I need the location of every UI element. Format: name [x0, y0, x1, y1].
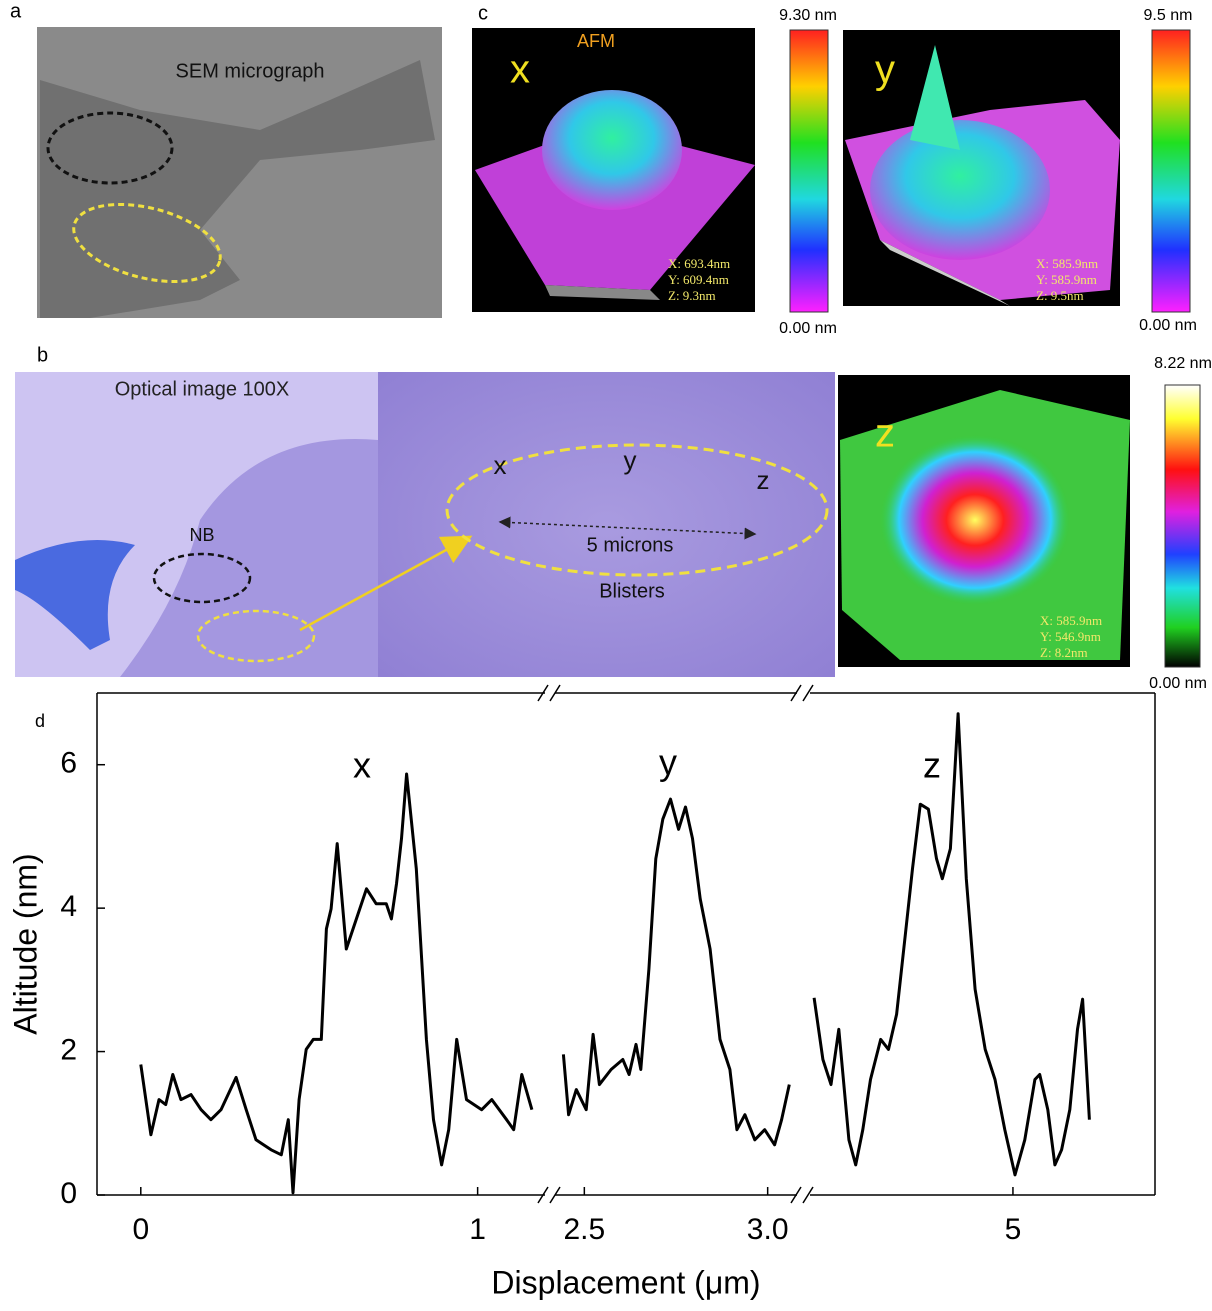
axis-break	[549, 1186, 561, 1204]
panel-label: b	[37, 344, 48, 366]
profile-line	[812, 712, 1091, 1177]
x-tick-label: 5	[1005, 1213, 1022, 1246]
point-label: x	[494, 450, 507, 480]
zoom-arrow	[299, 535, 473, 632]
point-label: z	[757, 465, 770, 495]
panel-label: a	[10, 0, 22, 22]
afm-info: Y: 546.9nm	[1040, 629, 1101, 644]
color-bar	[789, 29, 829, 313]
region-nb	[46, 111, 174, 185]
region-label: NB	[189, 525, 214, 545]
scale-max: 8.22 nm	[1154, 355, 1212, 372]
scale-max: 9.5 nm	[1144, 7, 1193, 24]
optical-title: Optical image 100X	[115, 378, 290, 400]
x-tick-label: 0	[132, 1213, 149, 1246]
afm-bump	[542, 90, 682, 210]
afm-info: Z: 9.5nm	[1036, 288, 1084, 303]
afm-base	[880, 240, 1010, 306]
afm-bump	[870, 120, 1050, 260]
y-tick-label: 4	[60, 890, 77, 923]
scale-max: 9.30 nm	[779, 7, 837, 24]
axis-break	[537, 684, 549, 702]
profile-line	[561, 797, 791, 1147]
afm-title: AFM	[577, 31, 615, 51]
x-tick-label: 3.0	[747, 1213, 789, 1246]
axis-break	[802, 684, 814, 702]
profile-chart: d Displacement (μm) Altitude (nm) 0 2 4 6 0 1…	[7, 684, 1156, 1300]
afm-info: Y: 585.9nm	[1036, 272, 1097, 287]
panel-label: d	[35, 711, 45, 731]
flake	[120, 439, 378, 677]
afm-info: Y: 609.4nm	[668, 272, 729, 287]
y-tick-label: 6	[60, 747, 77, 780]
caption: Blisters	[599, 580, 665, 602]
afm-info: X: 585.9nm	[1040, 613, 1102, 628]
x-tick-label: 1	[469, 1213, 486, 1246]
afm-label: x	[510, 48, 530, 92]
x-axis-title: Displacement (μm)	[491, 1264, 760, 1300]
y-tick-label: 0	[60, 1177, 77, 1210]
y-tick-label: 2	[60, 1033, 77, 1066]
axis-break	[790, 684, 802, 702]
scale-min: 0.00 nm	[779, 320, 837, 337]
panel-label: c	[478, 2, 488, 24]
peak-label: z	[923, 745, 941, 786]
flake	[40, 60, 435, 318]
point-label: y	[624, 445, 637, 475]
region-blisters	[196, 609, 316, 663]
color-bar	[1164, 384, 1201, 668]
thick-flake	[15, 540, 135, 650]
y-axis-title: Altitude (nm)	[7, 853, 43, 1034]
afm-info: Z: 9.3nm	[668, 288, 716, 303]
axis-break	[802, 1186, 814, 1204]
afm-bump	[880, 435, 1070, 605]
afm-info: X: 585.9nm	[1036, 256, 1098, 271]
scale-min: 0.00 nm	[1149, 675, 1207, 692]
scale-min: 0.00 nm	[1139, 317, 1197, 334]
peak-label: x	[353, 745, 371, 786]
x-tick-label: 2.5	[563, 1213, 605, 1246]
afm-base	[545, 285, 660, 300]
color-bar	[1151, 29, 1191, 313]
axis-break	[790, 1186, 802, 1204]
scale-bar-label: 5 microns	[587, 534, 674, 556]
afm-peak	[910, 45, 960, 150]
scale-arrow	[498, 516, 757, 540]
peak-label: y	[659, 742, 677, 783]
profile-line	[139, 772, 534, 1195]
axis-break	[537, 1186, 549, 1204]
afm-label: y	[875, 48, 895, 92]
optical-zoom	[378, 372, 835, 677]
afm-info: X: 693.4nm	[668, 256, 730, 271]
region-nb	[152, 552, 252, 604]
afm-label: z	[875, 412, 895, 456]
afm-info: Z: 8.2nm	[1040, 645, 1088, 660]
axis-break	[549, 684, 561, 702]
sem-title: SEM micrograph	[176, 60, 325, 82]
blister-region	[445, 443, 829, 577]
